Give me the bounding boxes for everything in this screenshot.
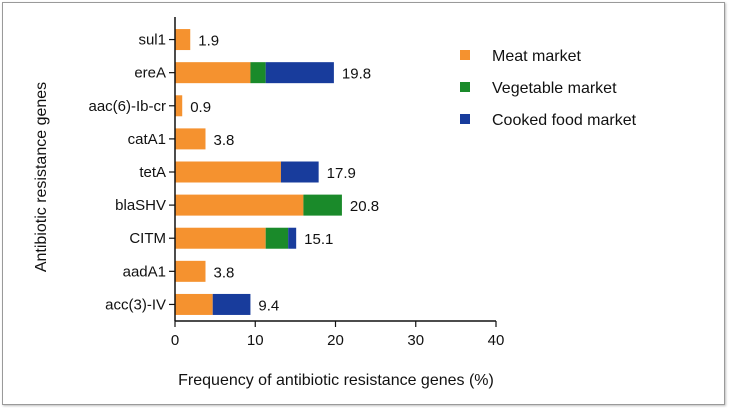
bar-chart: sul1 ereA aac(6)-Ib-cr catA1 tetA blaSHV CITM a… bbox=[33, 17, 637, 389]
value-label: 3.8 bbox=[213, 264, 234, 281]
bar-tetA-series-2 bbox=[280, 161, 319, 183]
x-tick-label: 40 bbox=[488, 332, 505, 349]
value-labels: 1.919.80.93.817.920.815.13.89.4 bbox=[190, 33, 379, 315]
bar-tetA-series-0 bbox=[175, 161, 281, 183]
category-label: CITM bbox=[129, 230, 166, 247]
chart-frame: sul1 ereA aac(6)-Ib-cr catA1 tetA blaSHV CITM a… bbox=[2, 2, 725, 405]
x-axis-title: Frequency of antibiotic resistance genes… bbox=[178, 372, 494, 389]
category-label: acc(3)-IV bbox=[105, 296, 166, 313]
category-label: ereA bbox=[134, 65, 166, 82]
legend-swatch bbox=[460, 82, 470, 92]
x-tick-label: 30 bbox=[407, 332, 424, 349]
value-label: 15.1 bbox=[304, 231, 333, 248]
value-label: 9.4 bbox=[258, 297, 279, 314]
bar-acc(3)-IV-series-0 bbox=[175, 293, 213, 315]
legend-swatch bbox=[460, 114, 470, 124]
value-label: 0.9 bbox=[190, 99, 211, 116]
value-label: 1.9 bbox=[198, 33, 219, 50]
bar-ereA-series-1 bbox=[250, 62, 266, 84]
bar-blaSHV-series-1 bbox=[303, 194, 342, 216]
legend-label: Meat market bbox=[492, 48, 581, 65]
value-label: 17.9 bbox=[327, 165, 356, 182]
category-labels: sul1 ereA aac(6)-Ib-cr catA1 tetA blaSHV CITM a… bbox=[88, 32, 166, 314]
bar-catA1-series-0 bbox=[175, 128, 206, 150]
category-label: blaSHV bbox=[115, 197, 166, 214]
category-label: tetA bbox=[139, 164, 166, 181]
category-label: aac(6)-Ib-cr bbox=[88, 98, 166, 115]
y-axis-title: Antibiotic resistance genes bbox=[33, 82, 50, 272]
category-label: catA1 bbox=[128, 131, 166, 148]
bar-acc(3)-IV-series-2 bbox=[212, 293, 251, 315]
category-label: aadA1 bbox=[123, 263, 166, 280]
x-tick-label: 20 bbox=[327, 332, 344, 349]
bar-CITM-series-0 bbox=[175, 227, 266, 249]
bar-aadA1-series-0 bbox=[175, 260, 206, 282]
bar-aac(6)-Ib-cr-series-0 bbox=[175, 95, 183, 117]
bar-CITM-series-1 bbox=[265, 227, 289, 249]
bars-layer bbox=[175, 29, 342, 315]
value-label: 20.8 bbox=[350, 198, 379, 215]
legend-swatch bbox=[460, 50, 470, 60]
bar-sul1-series-0 bbox=[175, 29, 191, 51]
bar-ereA-series-0 bbox=[175, 62, 251, 84]
legend-label: Cooked food market bbox=[492, 112, 637, 129]
legend: Meat market Vegetable market Cooked food m… bbox=[460, 48, 637, 129]
x-tick-label: 0 bbox=[171, 332, 179, 349]
x-tick-label: 10 bbox=[247, 332, 264, 349]
bar-CITM-series-2 bbox=[288, 227, 297, 249]
bar-blaSHV-series-0 bbox=[175, 194, 304, 216]
legend-label: Vegetable market bbox=[492, 80, 617, 97]
value-label: 3.8 bbox=[213, 132, 234, 149]
axes: 0 10 20 30 40 bbox=[169, 17, 504, 349]
bar-ereA-series-2 bbox=[265, 62, 334, 84]
value-label: 19.8 bbox=[342, 66, 371, 83]
category-label: sul1 bbox=[138, 32, 166, 49]
